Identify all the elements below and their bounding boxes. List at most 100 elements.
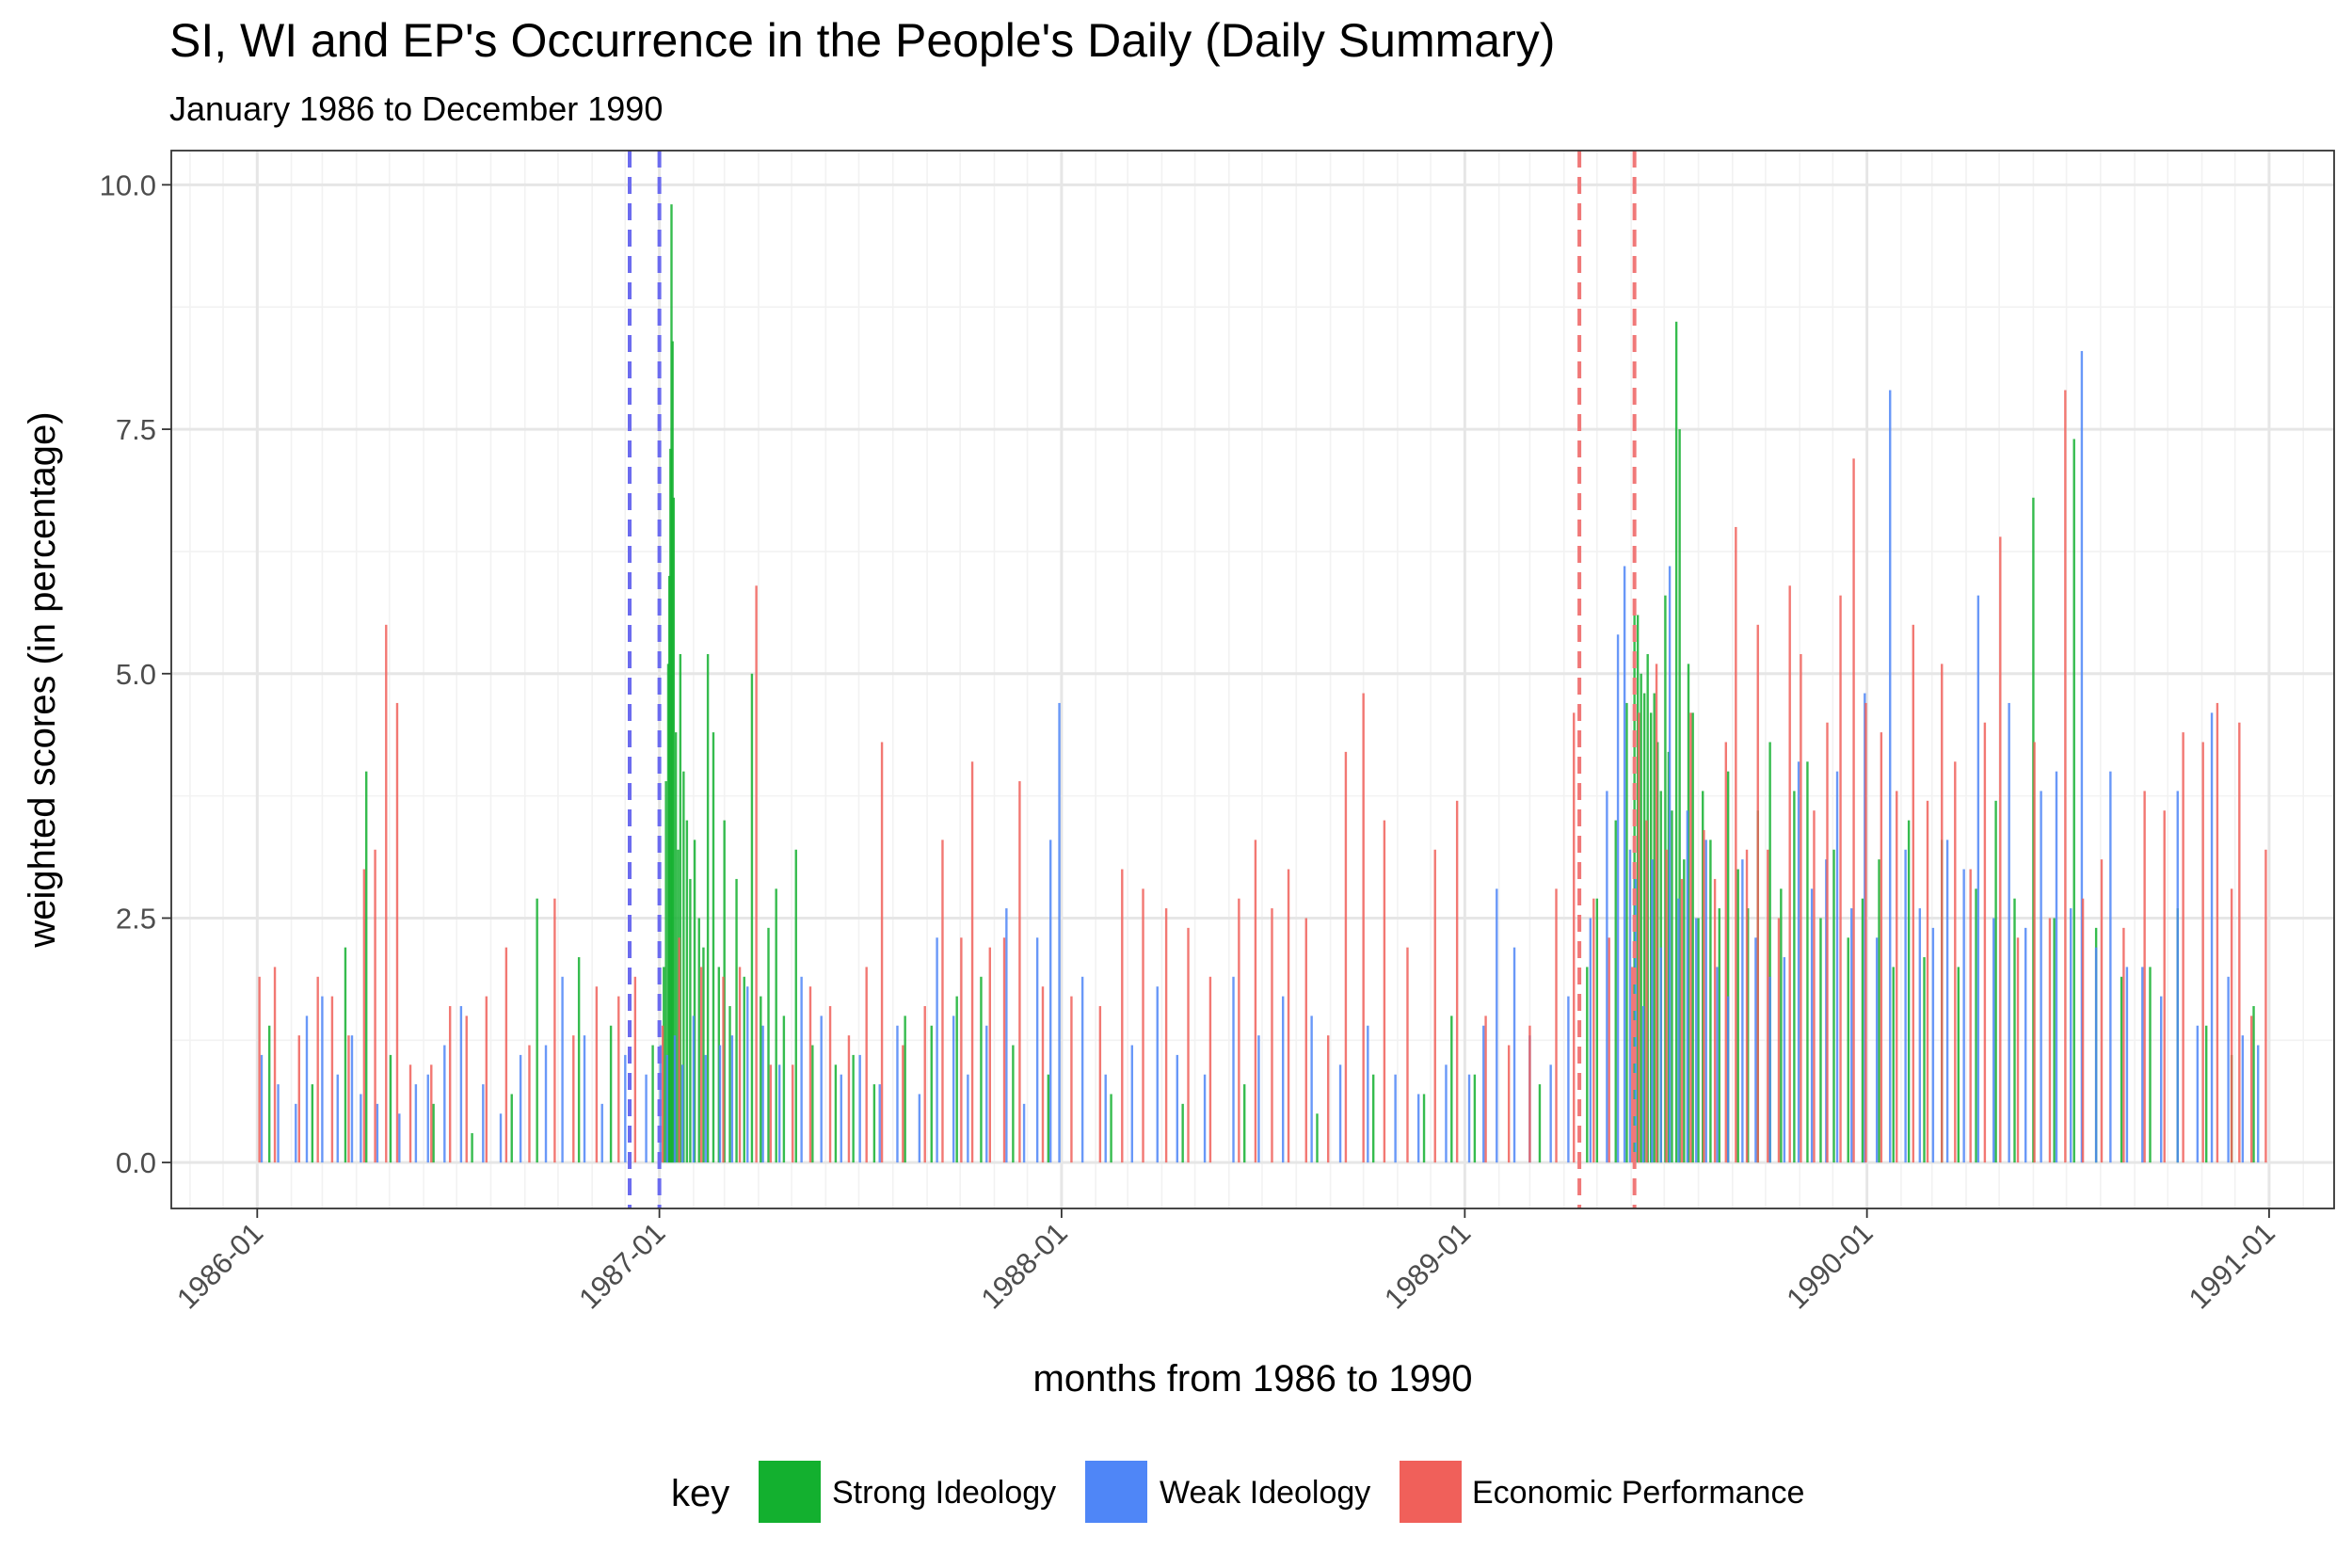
bar-strong-ideology — [1768, 742, 1771, 1163]
bar-economic-performance — [2163, 810, 2166, 1163]
bar-weak-ideology — [2125, 967, 2129, 1163]
bar-economic-performance — [1070, 996, 1073, 1163]
bar-strong-ideology — [1718, 908, 1720, 1163]
legend-title: key — [671, 1473, 729, 1514]
bar-weak-ideology — [277, 1084, 280, 1163]
bar-strong-ideology — [1671, 810, 1673, 1163]
bar-strong-ideology — [311, 1084, 314, 1163]
bar-strong-ideology — [743, 976, 745, 1163]
bar-weak-ideology — [1904, 849, 1907, 1163]
bar-strong-ideology — [672, 497, 676, 1163]
x-axis-title: months from 1986 to 1990 — [1033, 1358, 1473, 1400]
bar-weak-ideology — [1668, 566, 1672, 1163]
bar-weak-ideology — [260, 1054, 264, 1163]
bar-weak-ideology — [2176, 791, 2179, 1163]
bar-economic-performance — [408, 1064, 412, 1163]
bar-economic-performance — [572, 1035, 575, 1163]
bar-economic-performance — [1287, 869, 1290, 1163]
bar-economic-performance — [1573, 712, 1576, 1163]
legend-swatch-economic-performance — [1400, 1461, 1462, 1523]
bar-weak-ideology — [1945, 840, 1949, 1163]
bar-economic-performance — [2033, 742, 2036, 1163]
bar-strong-ideology — [811, 1045, 814, 1163]
bar-weak-ideology — [2227, 976, 2230, 1163]
bar-weak-ideology — [1058, 702, 1061, 1163]
bar-strong-ideology — [904, 1016, 906, 1163]
bar-weak-ideology — [952, 1016, 955, 1163]
bar-weak-ideology — [1694, 918, 1698, 1163]
bar-strong-ideology — [2149, 967, 2152, 1163]
bar-weak-ideology — [1768, 976, 1771, 1163]
bar-strong-ideology — [1243, 1084, 1246, 1163]
bar-strong-ideology — [735, 878, 738, 1163]
bar-economic-performance — [1713, 878, 1717, 1163]
bar-economic-performance — [722, 976, 725, 1163]
bar-weak-ideology — [1835, 771, 1839, 1163]
bar-economic-performance — [1655, 664, 1658, 1163]
bar-weak-ideology — [583, 1035, 586, 1163]
bar-weak-ideology — [360, 1094, 362, 1163]
bar-weak-ideology — [1606, 791, 1608, 1163]
bar-strong-ideology — [955, 996, 958, 1163]
bar-strong-ideology — [664, 781, 667, 1163]
bar-economic-performance — [847, 1035, 851, 1163]
bar-economic-performance — [1826, 722, 1829, 1163]
bar-economic-performance — [1735, 526, 1737, 1163]
bar-weak-ideology — [1048, 840, 1052, 1163]
bar-weak-ideology — [858, 1054, 861, 1163]
bar-economic-performance — [2081, 898, 2085, 1163]
bar-weak-ideology — [1310, 1016, 1313, 1163]
bar-weak-ideology — [350, 1035, 354, 1163]
bar-economic-performance — [1689, 712, 1692, 1163]
bar-strong-ideology — [2053, 918, 2056, 1163]
bar-weak-ideology — [398, 1113, 401, 1163]
bar-weak-ideology — [1257, 1035, 1260, 1163]
bar-weak-ideology — [519, 1054, 522, 1163]
bar-weak-ideology — [544, 1045, 548, 1163]
bar-economic-performance — [2238, 722, 2241, 1163]
bar-strong-ideology — [1110, 1094, 1112, 1163]
bar-strong-ideology — [1806, 761, 1809, 1163]
bar-strong-ideology — [1538, 1084, 1542, 1163]
bar-strong-ideology — [432, 1103, 435, 1163]
bar-strong-ideology — [1614, 820, 1617, 1163]
bar-weak-ideology — [704, 1054, 707, 1163]
bar-weak-ideology — [376, 1103, 379, 1163]
bar-strong-ideology — [750, 673, 754, 1163]
legend-label-strong-ideology: Strong Ideology — [832, 1475, 1056, 1511]
bar-economic-performance — [633, 976, 637, 1163]
bar-economic-performance — [792, 1064, 794, 1163]
bar-economic-performance — [1969, 869, 1972, 1163]
bar-weak-ideology — [1512, 947, 1516, 1163]
bar-economic-performance — [1018, 781, 1021, 1163]
bar-weak-ideology — [1726, 996, 1730, 1163]
bar-strong-ideology — [852, 1054, 855, 1163]
bar-economic-performance — [865, 967, 868, 1163]
bar-economic-performance — [316, 976, 319, 1163]
bar-weak-ideology — [878, 1084, 881, 1163]
bar-strong-ideology — [651, 1045, 654, 1163]
bar-strong-ideology — [679, 653, 682, 1163]
bar-weak-ideology — [761, 1025, 764, 1163]
bar-economic-performance — [880, 742, 884, 1163]
bar-weak-ideology — [1567, 996, 1570, 1163]
bar-weak-ideology — [561, 976, 564, 1163]
bar-economic-performance — [1304, 918, 1307, 1163]
bar-economic-performance — [273, 967, 277, 1163]
bar-weak-ideology — [1022, 1103, 1026, 1163]
bar-weak-ideology — [1338, 1064, 1342, 1163]
bar-economic-performance — [595, 986, 599, 1163]
bar-weak-ideology — [1704, 840, 1707, 1163]
bar-economic-performance — [2230, 888, 2233, 1163]
bar-strong-ideology — [728, 1005, 731, 1163]
bar-strong-ideology — [693, 840, 696, 1163]
bar-economic-performance — [970, 761, 974, 1163]
bar-weak-ideology — [2094, 947, 2098, 1163]
bar-strong-ideology — [674, 732, 678, 1163]
bar-economic-performance — [923, 1005, 926, 1163]
x-tick-label: 1987-01 — [572, 1216, 671, 1315]
bar-economic-performance — [2122, 927, 2125, 1163]
bar-strong-ideology — [682, 771, 685, 1163]
bar-strong-ideology — [930, 1025, 933, 1163]
bar-strong-ideology — [1316, 1113, 1319, 1163]
